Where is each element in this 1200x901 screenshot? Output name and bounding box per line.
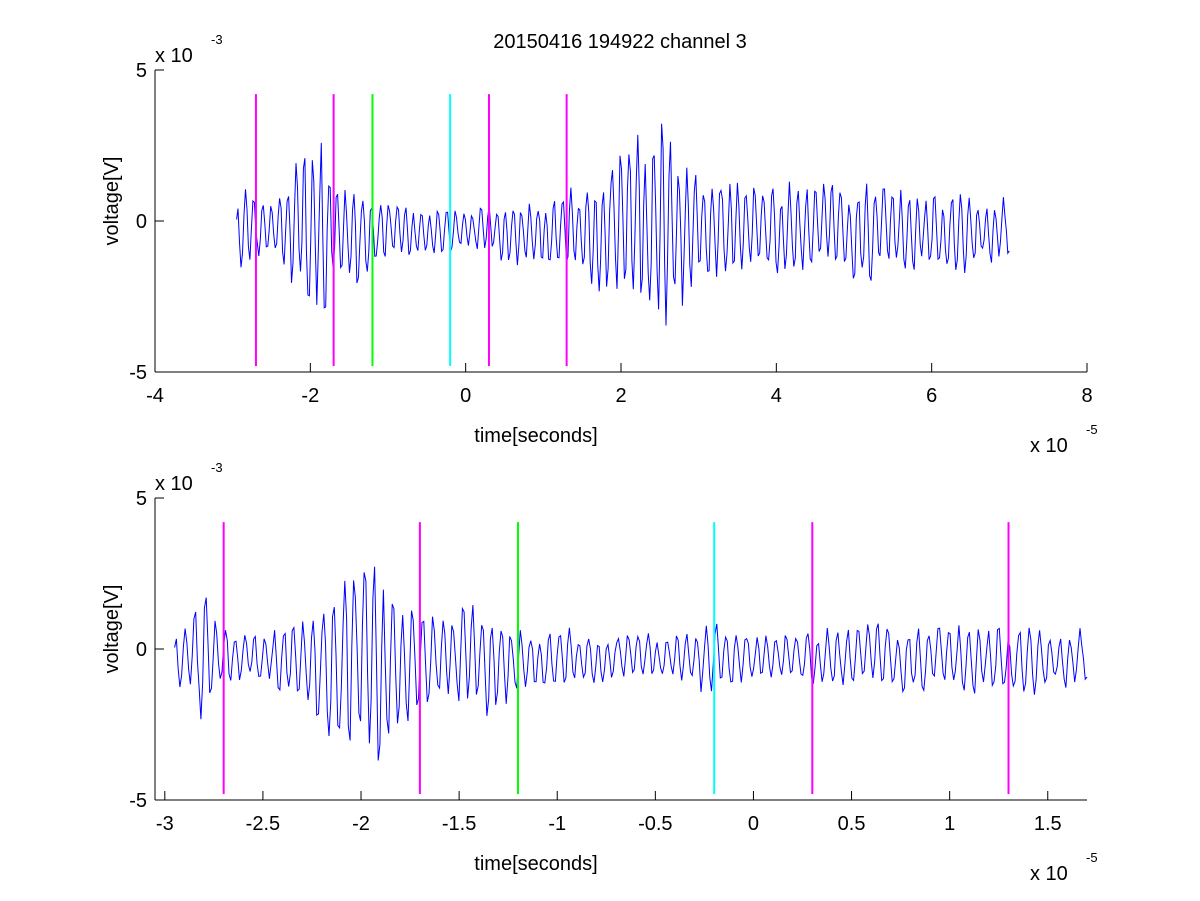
x-tick-label: 0.5	[838, 813, 866, 835]
x-tick-label: -3	[156, 813, 174, 835]
x-tick-label: -2	[352, 813, 370, 835]
signal-series-line	[236, 123, 1010, 326]
bottom-plot: -3 -2.5 -2 -1.5 -1 -0.5 0 0.5 1 1.5 -5 0 5 time[secon…	[101, 460, 1098, 885]
y-multiplier-exponent: -3	[211, 460, 223, 475]
x-multiplier: x 10	[1030, 863, 1068, 885]
x-tick-label: -2.5	[246, 813, 280, 835]
x-tick-label: -4	[146, 385, 164, 407]
y-multiplier: x 10	[155, 45, 193, 67]
x-tick-label: 6	[926, 385, 937, 407]
y-multiplier-exponent: -3	[211, 32, 223, 47]
chart-title: 20150416 194922 channel 3	[493, 31, 747, 53]
y-axis-label: voltage[V]	[101, 585, 123, 674]
signal-series-line	[174, 566, 1088, 761]
x-tick-label: 1	[944, 813, 955, 835]
x-tick-label: 0	[748, 813, 759, 835]
x-tick-label: -1	[548, 813, 566, 835]
x-tick-label: 1.5	[1034, 813, 1062, 835]
y-tick-label: -5	[129, 362, 147, 384]
y-axis-label: voltage[V]	[101, 157, 123, 246]
x-axis-label: time[seconds]	[474, 425, 597, 447]
x-multiplier-exponent: -5	[1086, 422, 1098, 437]
y-tick-label: 0	[136, 639, 147, 661]
y-tick-label: 5	[136, 488, 147, 510]
x-tick-label: -0.5	[638, 813, 672, 835]
x-multiplier-exponent: -5	[1086, 850, 1098, 865]
x-axis-label: time[seconds]	[474, 853, 597, 875]
y-tick-label: 5	[136, 60, 147, 82]
y-tick-label: -5	[129, 790, 147, 812]
x-tick-label: 4	[771, 385, 782, 407]
x-tick-label: -2	[301, 385, 319, 407]
x-tick-label: 8	[1081, 385, 1092, 407]
x-tick-label: -1.5	[442, 813, 476, 835]
x-tick-label: 0	[460, 385, 471, 407]
x-multiplier: x 10	[1030, 435, 1068, 457]
y-multiplier: x 10	[155, 473, 193, 495]
y-tick-label: 0	[136, 211, 147, 233]
top-plot: -4 -2 0 2 4 6 8 -5 0 5 time[seconds] voltage[V] x 10…	[101, 32, 1098, 457]
x-tick-label: 2	[615, 385, 626, 407]
